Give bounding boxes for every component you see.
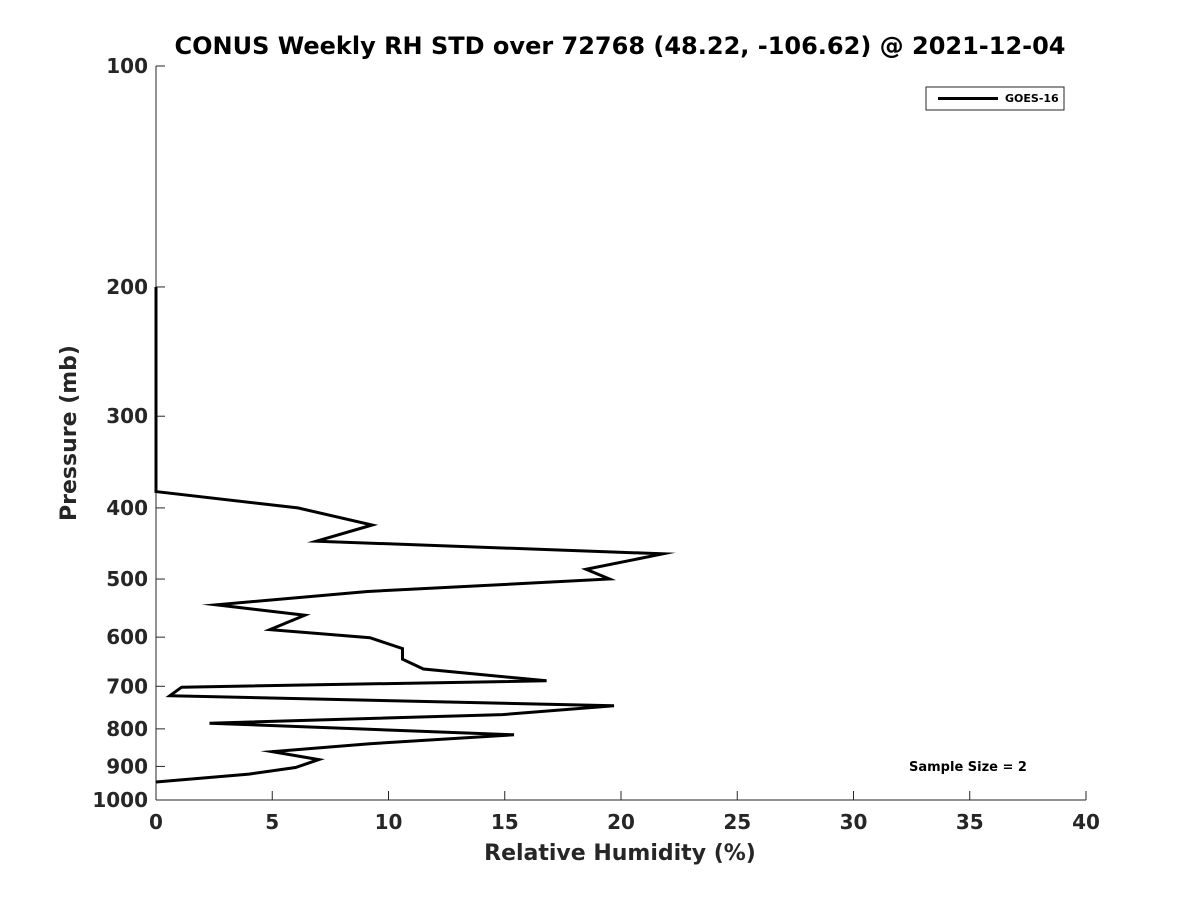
- y-tick-label: 900: [106, 754, 148, 778]
- x-tick-label: 40: [1072, 810, 1100, 834]
- y-ticks: 100 200 300 400 500 600 700 800 900 1000: [92, 54, 165, 812]
- y-tick-label: 600: [106, 625, 148, 649]
- y-tick-label: 1000: [92, 788, 148, 812]
- x-tick-label: 10: [375, 810, 403, 834]
- x-ticks: 0 5 10 15 20 25 30 35 40: [149, 791, 1100, 834]
- x-axis-title: Relative Humidity (%): [484, 841, 756, 866]
- y-tick-label: 400: [106, 496, 148, 520]
- x-tick-label: 15: [491, 810, 519, 834]
- x-tick-label: 5: [265, 810, 279, 834]
- series-layer: [154, 287, 676, 784]
- legend-label-goes-16: GOES-16: [1005, 92, 1059, 105]
- x-tick-label: 35: [956, 810, 984, 834]
- series-line-goes-16: [154, 287, 676, 784]
- plot-axes: [155, 66, 1086, 801]
- y-tick-label: 100: [106, 54, 148, 78]
- y-tick-label: 200: [106, 275, 148, 299]
- x-tick-label: 20: [607, 810, 635, 834]
- sample-size-annotation: Sample Size = 2: [909, 760, 1027, 775]
- x-tick-label: 25: [723, 810, 751, 834]
- chart-title: CONUS Weekly RH STD over 72768 (48.22, -…: [174, 32, 1065, 60]
- x-tick-label: 30: [840, 810, 868, 834]
- y-tick-label: 500: [106, 567, 148, 591]
- y-tick-label: 800: [106, 717, 148, 741]
- y-tick-label: 700: [106, 674, 148, 698]
- x-tick-label: 0: [149, 810, 163, 834]
- y-axis-title: Pressure (mb): [57, 345, 82, 521]
- legend: GOES-16: [925, 86, 1065, 111]
- y-tick-label: 300: [106, 404, 148, 428]
